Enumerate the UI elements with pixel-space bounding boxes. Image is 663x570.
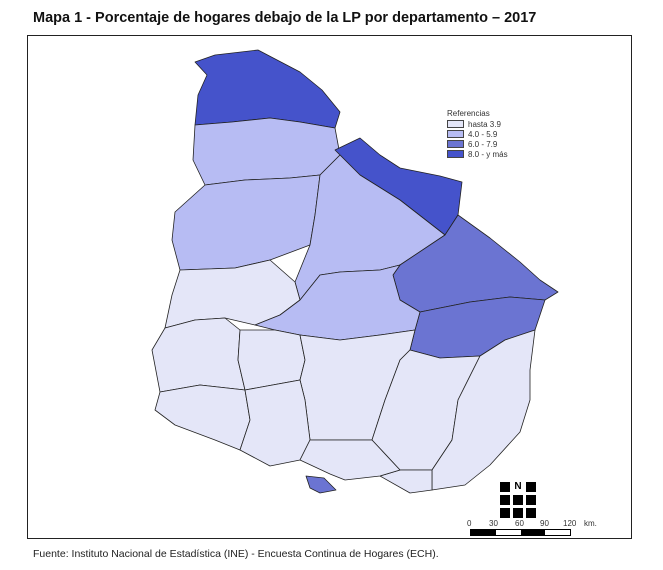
scale-tick: 30 [489,519,498,528]
department-rocha [431,329,536,491]
department-canelones [299,439,401,481]
scale-tick: 120 [563,519,577,528]
legend-swatch [447,150,464,158]
legend-label: hasta 3.9 [468,119,501,129]
scale-ticks: 0 30 60 90 120 km. [463,519,613,529]
legend: Referencias hasta 3.9 4.0 - 5.9 6.0 - 7.… [447,109,508,159]
legend-item: 8.0 - y más [447,149,508,159]
scale-bar [470,529,571,536]
legend-title: Referencias [447,109,490,118]
legend-item: 4.0 - 5.9 [447,129,508,139]
legend-item: 6.0 - 7.9 [447,139,508,149]
department-paysandu [171,174,321,271]
north-arrow-icon: N [500,482,536,518]
scale-unit: km. [584,519,597,528]
scale-tick: 90 [540,519,549,528]
scale-tick: 60 [515,519,524,528]
map-title: Mapa 1 - Porcentaje de hogares debajo de… [33,10,537,26]
department-montevideo [305,475,337,494]
legend-swatch [447,130,464,138]
legend-swatch [447,140,464,148]
legend-label: 8.0 - y más [468,149,508,159]
north-label: N [513,481,523,492]
department-colonia [154,384,251,451]
legend-label: 4.0 - 5.9 [468,129,498,139]
legend-swatch [447,120,464,128]
map-frame [27,35,632,539]
legend-item: hasta 3.9 [447,119,508,129]
legend-label: 6.0 - 7.9 [468,139,498,149]
scale-tick: 0 [467,519,472,528]
source-note: Fuente: Instituto Nacional de Estadístic… [33,548,439,560]
department-san-jose [239,379,311,467]
department-soriano [151,317,246,393]
department-artigas [194,49,341,129]
